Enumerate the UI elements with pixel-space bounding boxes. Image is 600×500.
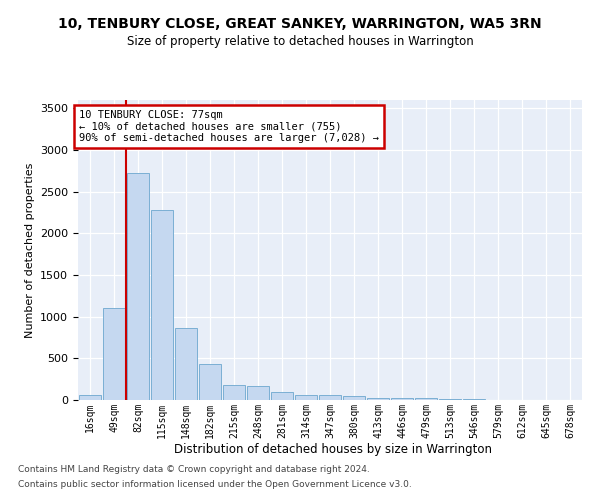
Bar bbox=[199, 364, 221, 400]
Bar bbox=[343, 396, 365, 400]
Bar bbox=[247, 386, 269, 400]
Bar bbox=[271, 392, 293, 400]
Text: Distribution of detached houses by size in Warrington: Distribution of detached houses by size … bbox=[174, 442, 492, 456]
Bar bbox=[415, 398, 437, 400]
Text: Contains HM Land Registry data © Crown copyright and database right 2024.: Contains HM Land Registry data © Crown c… bbox=[18, 465, 370, 474]
Bar bbox=[175, 328, 197, 400]
Bar bbox=[319, 396, 341, 400]
Text: 10, TENBURY CLOSE, GREAT SANKEY, WARRINGTON, WA5 3RN: 10, TENBURY CLOSE, GREAT SANKEY, WARRING… bbox=[58, 18, 542, 32]
Bar bbox=[295, 394, 317, 400]
Bar bbox=[127, 172, 149, 400]
Bar bbox=[79, 396, 101, 400]
Bar bbox=[151, 210, 173, 400]
Bar bbox=[439, 399, 461, 400]
Bar bbox=[367, 398, 389, 400]
Bar bbox=[391, 398, 413, 400]
Y-axis label: Number of detached properties: Number of detached properties bbox=[25, 162, 35, 338]
Text: Contains public sector information licensed under the Open Government Licence v3: Contains public sector information licen… bbox=[18, 480, 412, 489]
Text: 10 TENBURY CLOSE: 77sqm
← 10% of detached houses are smaller (755)
90% of semi-d: 10 TENBURY CLOSE: 77sqm ← 10% of detache… bbox=[79, 110, 379, 143]
Bar bbox=[103, 308, 125, 400]
Text: Size of property relative to detached houses in Warrington: Size of property relative to detached ho… bbox=[127, 35, 473, 48]
Bar bbox=[223, 386, 245, 400]
